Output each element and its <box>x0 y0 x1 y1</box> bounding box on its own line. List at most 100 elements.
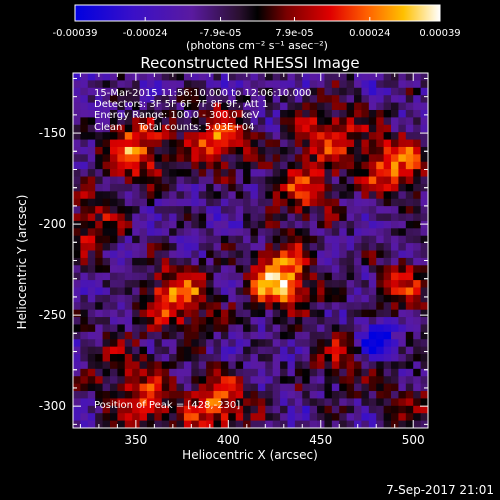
heatmap-cell <box>220 317 229 325</box>
heatmap-cell <box>169 361 177 370</box>
heatmap-cell <box>405 391 414 399</box>
heatmap-cell <box>139 420 148 428</box>
heatmap-cell <box>420 139 428 148</box>
heatmap-cell <box>405 331 414 340</box>
heatmap-cell <box>132 198 140 207</box>
heatmap-cell <box>405 317 414 325</box>
heatmap-cell <box>176 294 185 303</box>
heatmap-cell <box>228 95 237 103</box>
heatmap-cell <box>391 206 399 214</box>
heatmap-cell <box>102 117 111 126</box>
heatmap-cell <box>398 368 407 377</box>
heatmap-cell <box>117 272 126 281</box>
heatmap-cell <box>206 243 214 251</box>
heatmap-cell <box>146 280 155 288</box>
heatmap-cell <box>324 80 333 89</box>
heatmap-cell <box>124 346 133 355</box>
heatmap-cell <box>146 354 155 362</box>
heatmap-cell <box>265 198 274 207</box>
heatmap-cell <box>176 346 185 355</box>
heatmap-cell <box>398 109 407 118</box>
heatmap-cell <box>294 80 303 89</box>
heatmap-cell <box>265 87 274 96</box>
heatmap-cell <box>339 161 348 170</box>
heatmap-cell <box>368 287 377 296</box>
heatmap-cell <box>361 198 370 207</box>
heatmap-cell <box>294 265 303 274</box>
heatmap-cell <box>339 80 348 89</box>
heatmap-cell <box>124 272 133 281</box>
heatmap-cell <box>198 132 207 140</box>
heatmap-cell <box>346 73 355 81</box>
heatmap-cell <box>383 161 392 170</box>
heatmap-cell <box>87 339 96 348</box>
heatmap-cell <box>376 398 385 407</box>
heatmap-cell <box>413 139 422 148</box>
heatmap-cell <box>405 183 414 192</box>
heatmap-cell <box>317 413 325 422</box>
heatmap-cell <box>80 331 89 340</box>
heatmap-cell <box>169 95 177 103</box>
heatmap-cell <box>391 302 399 311</box>
heatmap-cell <box>169 102 177 111</box>
heatmap-cell <box>346 383 355 392</box>
heatmap-cell <box>80 354 89 362</box>
heatmap-cell <box>176 250 185 259</box>
heatmap-cell <box>354 376 362 385</box>
heatmap-cell <box>183 198 192 207</box>
heatmap-cell <box>294 339 303 348</box>
chart-title: Reconstructed RHESSI Image <box>140 54 359 72</box>
heatmap-cell <box>368 87 377 96</box>
heatmap-cell <box>132 294 140 303</box>
heatmap-cell <box>250 405 259 414</box>
heatmap-cell <box>398 198 407 207</box>
heatmap-cell <box>309 154 318 163</box>
heatmap-cell <box>228 206 237 214</box>
heatmap-cell <box>235 109 244 118</box>
heatmap-cell <box>206 161 214 170</box>
heatmap-cell <box>257 257 266 266</box>
heatmap-cell <box>250 154 259 163</box>
heatmap-cell <box>287 102 296 111</box>
heatmap-cell <box>73 317 81 325</box>
heatmap-cell <box>132 250 140 259</box>
heatmap-cell <box>95 324 103 333</box>
heatmap-cell <box>317 206 325 214</box>
heatmap-cell <box>198 95 207 103</box>
heatmap-cell <box>124 302 133 311</box>
heatmap-cell <box>361 361 370 370</box>
heatmap-cell <box>183 146 192 155</box>
heatmap-cell <box>420 102 428 111</box>
heatmap-cell <box>169 139 177 148</box>
heatmap-cell <box>272 309 281 318</box>
heatmap-cell <box>257 250 266 259</box>
heatmap-cell <box>169 109 177 118</box>
heatmap-cell <box>235 139 244 148</box>
heatmap-cell <box>376 191 385 200</box>
heatmap-cell <box>73 117 81 126</box>
heatmap-cell <box>383 80 392 89</box>
y-tick-label: -300 <box>39 399 66 413</box>
heatmap-cell <box>250 117 259 126</box>
heatmap-cell <box>398 161 407 170</box>
heatmap-cell <box>309 272 318 281</box>
heatmap-cell <box>139 257 148 266</box>
heatmap-cell <box>294 257 303 266</box>
heatmap-cell <box>324 346 333 355</box>
heatmap-cell <box>176 391 185 399</box>
heatmap-cell <box>191 317 200 325</box>
heatmap-cell <box>383 398 392 407</box>
heatmap-cell <box>368 420 377 428</box>
heatmap-cell <box>109 317 118 325</box>
heatmap-cell <box>324 368 333 377</box>
heatmap-cell <box>235 191 244 200</box>
heatmap-cell <box>272 368 281 377</box>
heatmap-cell <box>331 102 340 111</box>
heatmap-cell <box>146 95 155 103</box>
heatmap-cell <box>132 265 140 274</box>
heatmap-cell <box>198 220 207 229</box>
heatmap-cell <box>265 139 274 148</box>
heatmap-cell <box>228 324 237 333</box>
heatmap-cell <box>354 80 362 89</box>
heatmap-cell <box>169 206 177 214</box>
